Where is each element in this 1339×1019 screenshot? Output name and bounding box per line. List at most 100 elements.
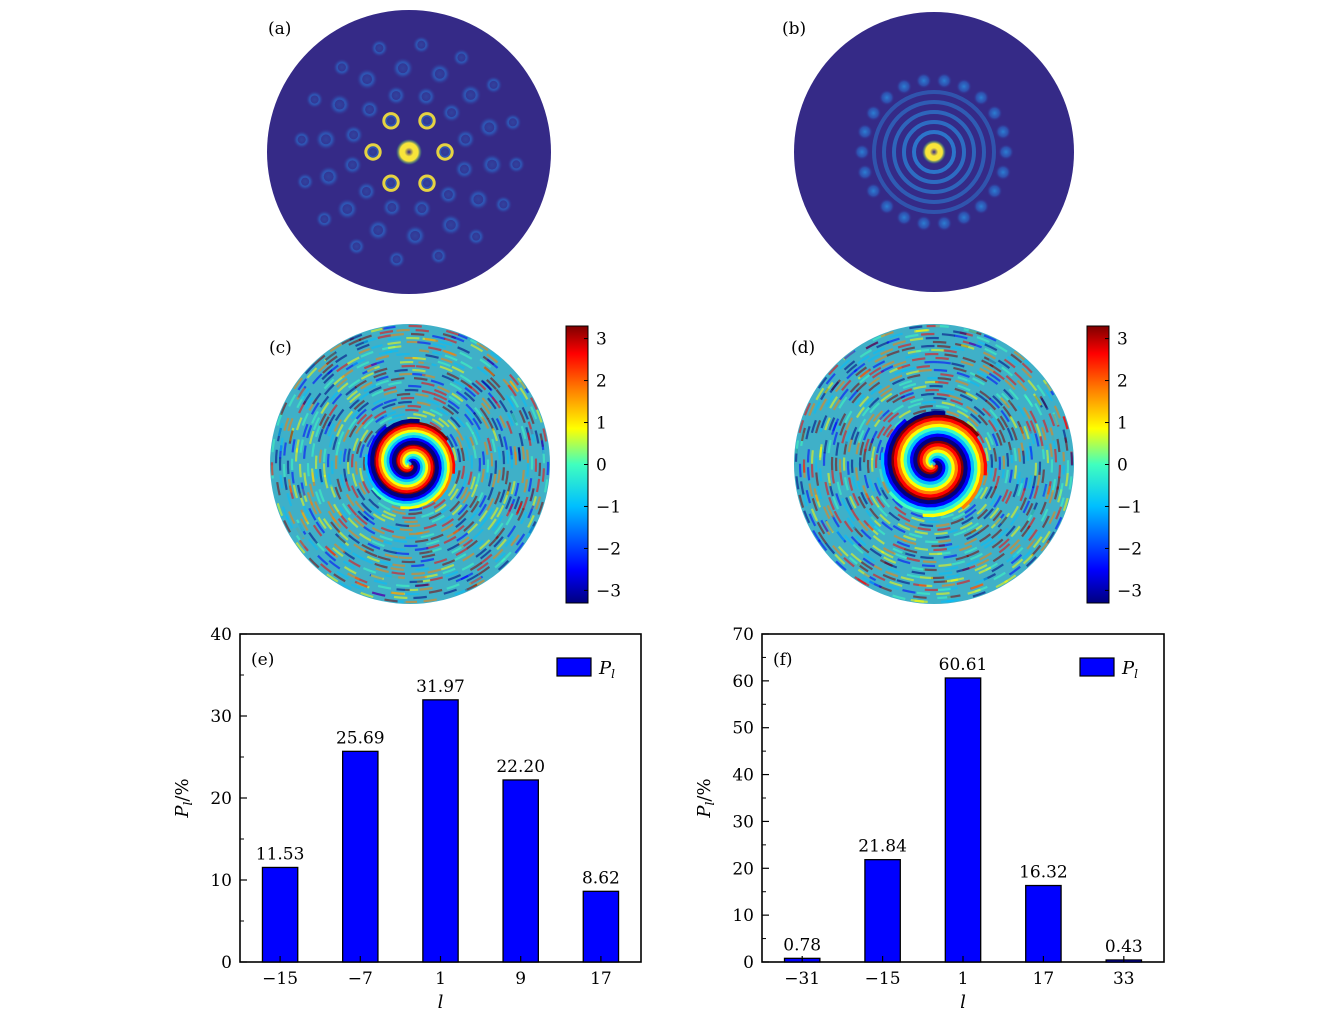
phase-stripe <box>481 397 492 410</box>
phase-stripe <box>870 495 880 508</box>
phase-stripe <box>383 548 397 555</box>
phase-stripe <box>322 463 327 478</box>
phase-stripe <box>1041 530 1051 544</box>
phase-stripe <box>308 531 319 545</box>
phase-pattern-d <box>794 324 1074 603</box>
y-tick-label: 30 <box>732 812 754 832</box>
phase-stripe <box>308 507 317 521</box>
phase-stripe <box>999 397 1011 409</box>
phase-stripe <box>946 598 960 603</box>
phase-stripe <box>491 396 501 409</box>
phase-stripe <box>863 519 874 532</box>
phase-stripe <box>955 404 969 413</box>
phase-stripe <box>499 489 506 503</box>
intensity-lobe-ring <box>382 112 400 130</box>
phase-stripe <box>1019 488 1026 502</box>
phase-stripe <box>415 538 429 543</box>
phase-stripe <box>986 375 999 386</box>
phase-stripe <box>375 379 389 387</box>
phase-stripe <box>832 496 840 510</box>
phase-stripe <box>470 500 480 513</box>
phase-stripe <box>486 459 490 473</box>
phase-stripe <box>502 450 506 465</box>
phase-stripe <box>444 354 458 362</box>
phase-stripe <box>1039 501 1047 515</box>
phase-stripe <box>491 473 497 488</box>
phase-stripe <box>446 529 460 539</box>
phase-stripe <box>957 503 971 514</box>
bar-value-label: 22.20 <box>496 757 545 777</box>
phase-stripe <box>429 421 442 431</box>
phase-stripe <box>882 573 896 581</box>
phase-stripe <box>992 509 1003 522</box>
phase-stripe <box>462 473 469 487</box>
intensity-ring <box>872 90 996 214</box>
phase-stripe <box>348 529 360 540</box>
phase-stripe <box>865 509 876 522</box>
phase-stripe <box>897 363 911 370</box>
phase-stripe <box>925 540 939 544</box>
phase-stripe <box>420 532 435 539</box>
phase-stripe <box>446 583 460 590</box>
phase-stripe <box>300 387 310 401</box>
phase-stripe <box>514 451 518 466</box>
phase-stripe <box>464 386 477 398</box>
phase-stripe <box>513 496 521 510</box>
phase-stripe <box>997 516 1008 528</box>
phase-stripe <box>521 406 529 420</box>
phase-stripe <box>878 409 890 421</box>
phase-stripe <box>879 559 893 567</box>
phase-stripe <box>989 363 1002 373</box>
phase-stripe <box>941 401 956 407</box>
phase-stripe <box>302 423 309 438</box>
phase-stripe <box>858 395 870 408</box>
phase-stripe <box>518 432 524 447</box>
phase-stripe <box>356 488 366 501</box>
phase-stripe <box>469 561 483 571</box>
phase-stripe <box>952 512 966 520</box>
phase-stripe <box>889 332 903 339</box>
intensity-lobe-core <box>472 232 481 241</box>
phase-stripe <box>277 422 284 437</box>
phase-stripe <box>984 436 992 451</box>
intensity-lobe-core <box>349 130 359 140</box>
intensity-lobe-core <box>310 95 319 104</box>
y-axis-label-unit: /% <box>694 778 715 801</box>
phase-stripe <box>980 537 993 547</box>
phase-stripe <box>415 329 430 333</box>
phase-stripe <box>358 482 367 495</box>
intensity-lobe-ring <box>436 143 454 161</box>
phase-stripe <box>997 359 1011 369</box>
intensity-lobe <box>973 89 990 106</box>
phase-stripe <box>449 500 461 513</box>
phase-stripe <box>464 446 469 461</box>
phase-stripe <box>514 541 525 554</box>
phase-stripe <box>859 441 865 456</box>
phase-stripe <box>941 583 956 587</box>
phase-stripe <box>325 355 338 366</box>
phase-stripe <box>883 556 897 564</box>
phase-stripe <box>896 540 911 548</box>
phase-stripe <box>996 417 1006 431</box>
phase-stripe <box>820 519 829 533</box>
phase-stripe <box>457 509 469 522</box>
phase-stripe <box>998 538 1010 549</box>
phase-stripe <box>407 404 422 409</box>
y-tick-label: 20 <box>732 859 754 879</box>
phase-stripe <box>467 523 479 534</box>
phase-stripe <box>377 555 391 562</box>
intensity-lobe <box>973 198 990 215</box>
phase-stripe <box>390 567 404 571</box>
phase-stripe <box>472 417 481 431</box>
phase-stripe <box>306 492 314 506</box>
phase-stripe <box>408 507 423 512</box>
phase-stripe <box>363 430 374 444</box>
phase-stripe <box>870 385 883 396</box>
phase-stripe <box>505 513 514 526</box>
phase-stripe <box>872 573 886 582</box>
phase-stripe <box>483 441 489 455</box>
phase-stripe <box>1010 353 1023 364</box>
phase-stripe <box>956 579 971 585</box>
phase-stripe <box>449 382 463 392</box>
phase-stripe <box>901 366 916 373</box>
